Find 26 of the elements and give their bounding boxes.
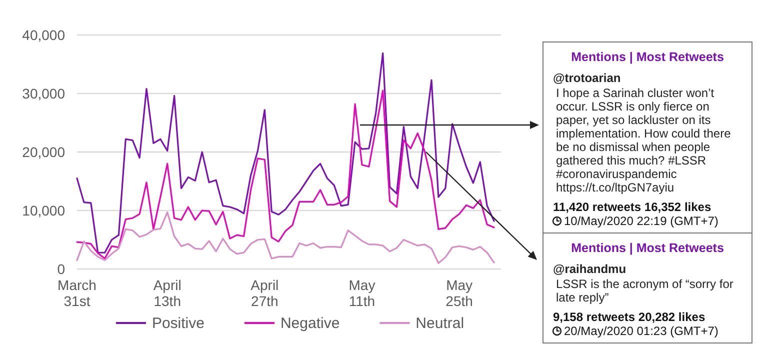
y-tick-label: 0	[57, 261, 66, 277]
text: 10/May/2020 22:19 (GMT+7)	[564, 214, 718, 228]
legend-label: Neutral	[416, 315, 464, 332]
y-tick-label: 20,000	[22, 144, 66, 160]
legend-label: Negative	[280, 315, 340, 332]
line-series	[76, 52, 495, 254]
y-tick-label: 40,000	[22, 27, 66, 43]
legend-label: Positive	[152, 315, 204, 332]
line-series	[76, 211, 495, 264]
y-tick-label: 30,000	[22, 86, 66, 102]
x-tick-label: April 13th	[153, 277, 182, 309]
x-tick-label: April 27th	[250, 277, 279, 309]
text: @raihandmu	[553, 262, 626, 276]
text: 11,420 retweets 16,352 likes	[553, 200, 712, 214]
line-series	[76, 90, 495, 260]
x-tick-label: May 25th	[446, 277, 473, 309]
x-tick-label: May 11th	[348, 277, 376, 309]
x-tick-label: March 31st	[58, 277, 96, 309]
text: 20/May/2020 01:23 (GMT+7)	[564, 324, 718, 338]
text: 9,158 retweets 20,282 likes	[553, 310, 706, 324]
y-tick-label: 10,000	[22, 202, 66, 218]
text: I hope a Sarinah cluster won’t occur. LSSR is only fierce on paper, yet so lackluster on its implementation. How could there be no dismissal when people gathered this much? #LSSR #coronaviruspandemic https://t.co/ltpGN7ayiu	[556, 86, 732, 194]
text: @trotoarian	[553, 71, 621, 85]
text: LSSR is the acronym of “sorry for late reply”	[556, 277, 734, 304]
text: Mentions | Most Retweets	[571, 50, 724, 64]
text: Mentions | Most Retweets	[571, 241, 724, 255]
